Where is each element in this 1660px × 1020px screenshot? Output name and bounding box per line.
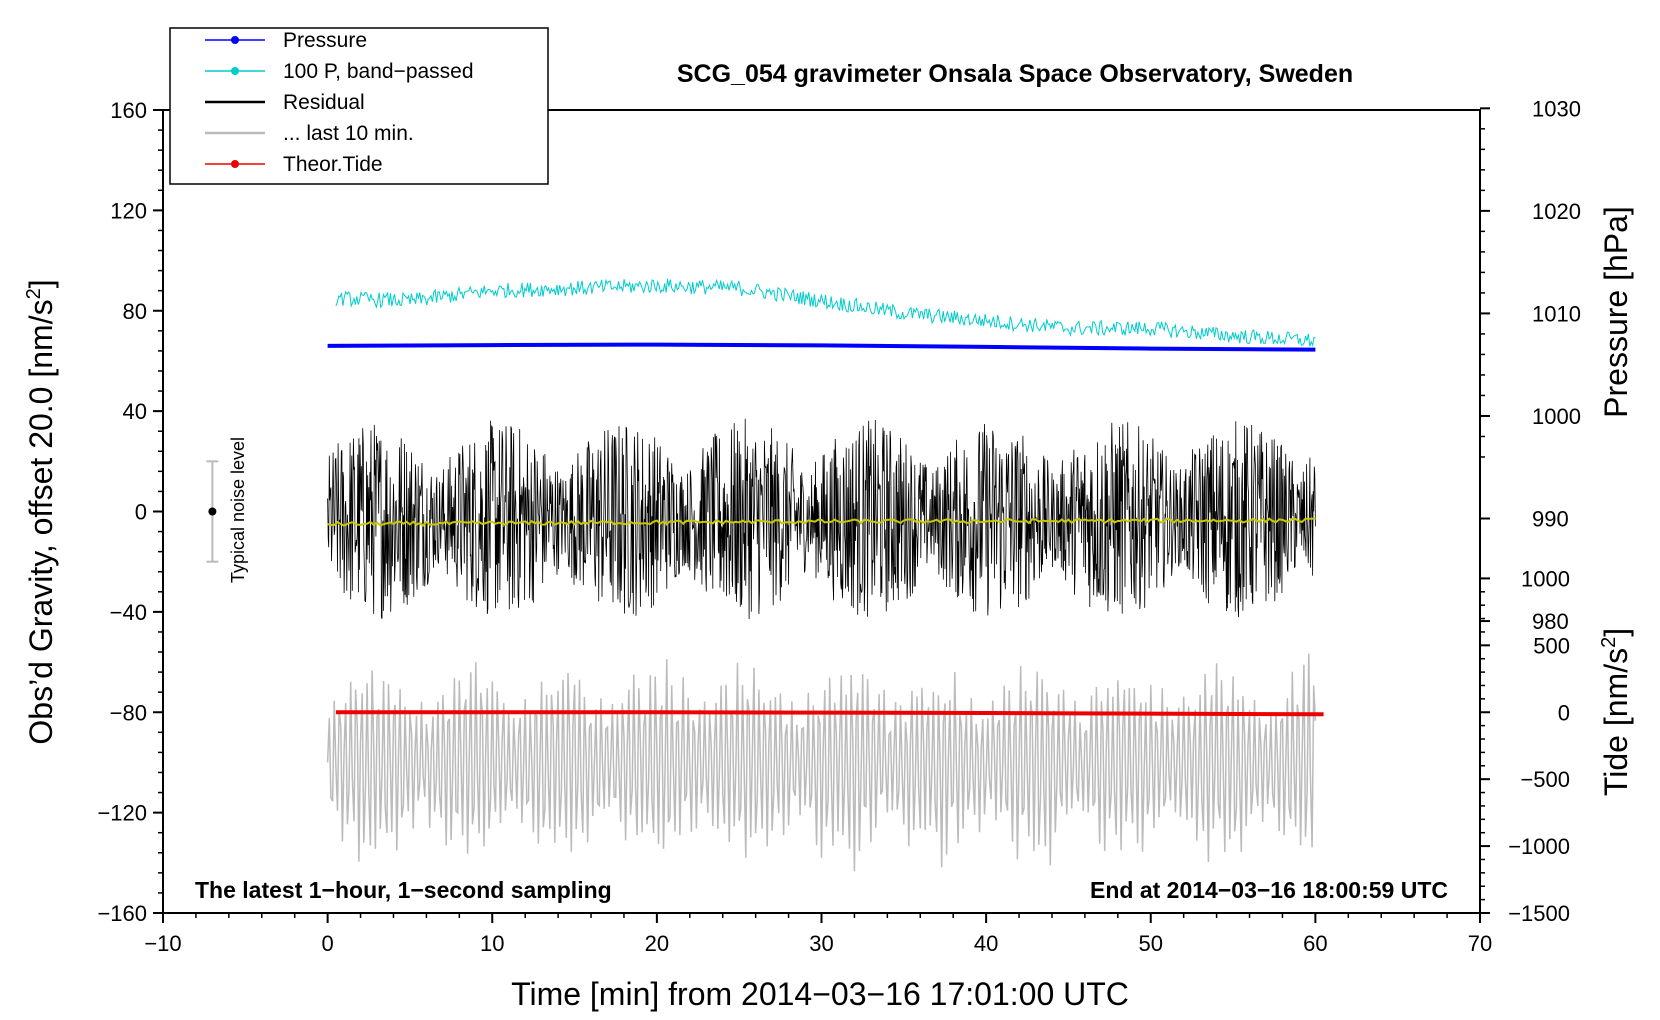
left-tick-label: 40 bbox=[123, 399, 147, 424]
x-tick-label: 30 bbox=[809, 931, 833, 956]
left-tick-label: −120 bbox=[97, 801, 147, 826]
tide-axis-title-sup: 2 bbox=[1598, 637, 1620, 648]
pressure-axis-title: Pressure [hPa] bbox=[1598, 206, 1634, 418]
left-tick-label: −80 bbox=[110, 700, 147, 725]
tide-tick-label: 0 bbox=[1558, 700, 1570, 725]
left-tick-label: 80 bbox=[123, 299, 147, 324]
left-axis-title-end: ] bbox=[23, 279, 59, 288]
tide-axis-title-end: ] bbox=[1598, 628, 1634, 637]
series-layer bbox=[326, 278, 1324, 872]
x-tick-label: 10 bbox=[480, 931, 504, 956]
x-tick-label: 60 bbox=[1303, 931, 1327, 956]
noise-level-label: Typical noise level bbox=[228, 437, 248, 583]
tide-tick-label: 500 bbox=[1533, 633, 1570, 658]
annotation-left: The latest 1−hour, 1−second sampling bbox=[195, 877, 612, 903]
noise-bar-dot bbox=[208, 507, 217, 516]
tide-axis-title: Tide [nm/s2] bbox=[1598, 628, 1634, 796]
legend-label: Pressure bbox=[283, 29, 367, 52]
x-tick-label: 20 bbox=[645, 931, 669, 956]
left-tick-label: 160 bbox=[110, 98, 147, 123]
legend-items: Pressure 100 P, band−passed Residual ... la… bbox=[205, 29, 474, 176]
left-axis-ticks: 160 120 80 40 0 −40 −80 −120 −160 bbox=[97, 98, 163, 926]
pressure-line bbox=[327, 342, 1316, 352]
left-tick-label: −40 bbox=[110, 600, 147, 625]
noise-level-bar: Typical noise level bbox=[206, 437, 248, 583]
pressure-tick-label: 1030 bbox=[1532, 96, 1581, 121]
tide-tick-label: −1000 bbox=[1508, 834, 1570, 859]
legend-swatch-marker bbox=[231, 160, 239, 168]
x-tick-label: 0 bbox=[322, 931, 334, 956]
legend-label: ... last 10 min. bbox=[283, 122, 414, 145]
tide-tick-label: −1500 bbox=[1508, 901, 1570, 926]
pressure-tick-label: 990 bbox=[1532, 507, 1569, 532]
annotation-right: End at 2014−03−16 18:00:59 UTC bbox=[1090, 877, 1448, 903]
legend-swatch-marker bbox=[231, 36, 239, 44]
left-tick-label: −160 bbox=[97, 901, 147, 926]
theoretical-tide-line bbox=[335, 710, 1324, 717]
band-passed-pressure-line bbox=[335, 278, 1316, 347]
last-10-min-line bbox=[326, 653, 1317, 872]
x-tick-label: 40 bbox=[974, 931, 998, 956]
residual-line bbox=[327, 418, 1316, 620]
x-tick-label: −10 bbox=[144, 931, 181, 956]
chart-title: SCG_054 gravimeter Onsala Space Observat… bbox=[677, 60, 1353, 88]
x-axis-title: Time [min] from 2014−03−16 17:01:00 UTC bbox=[511, 976, 1129, 1012]
pressure-tick-label: 1000 bbox=[1532, 404, 1581, 429]
legend-label: Residual bbox=[283, 91, 365, 114]
left-tick-label: 0 bbox=[135, 500, 147, 525]
tide-axis-ticks: 1000 500 0 −500 −1000 −1500 bbox=[1480, 566, 1570, 926]
legend-label: Theor.Tide bbox=[283, 153, 383, 176]
pressure-tick-label: 980 bbox=[1532, 609, 1569, 634]
x-tick-label: 50 bbox=[1139, 931, 1163, 956]
legend-swatch-marker bbox=[231, 67, 239, 75]
x-tick-label: 70 bbox=[1468, 931, 1492, 956]
left-axis-title-main: Obs’d Gravity, offset 20.0 [nm/s bbox=[23, 299, 59, 744]
pressure-axis-ticks: 1030 1020 1010 1000 990 980 bbox=[1480, 96, 1581, 634]
pressure-tick-label: 1010 bbox=[1532, 301, 1581, 326]
left-axis-title: Obs’d Gravity, offset 20.0 [nm/s2] bbox=[23, 279, 59, 744]
tide-axis-title-main: Tide [nm/s bbox=[1598, 648, 1634, 796]
residual-smoothed-line bbox=[327, 517, 1316, 527]
tide-tick-label: −500 bbox=[1520, 767, 1570, 792]
legend-label: 100 P, band−passed bbox=[283, 60, 474, 83]
pressure-tick-label: 1020 bbox=[1532, 199, 1581, 224]
legend-box bbox=[169, 27, 549, 185]
left-tick-label: 120 bbox=[110, 198, 147, 223]
tide-tick-label: 1000 bbox=[1521, 566, 1570, 591]
left-axis-title-sup: 2 bbox=[23, 288, 45, 299]
legend: Pressure 100 P, band−passed Residual ... la… bbox=[169, 27, 549, 185]
x-axis-ticks: −10 0 10 20 30 40 50 60 70 bbox=[144, 913, 1492, 956]
